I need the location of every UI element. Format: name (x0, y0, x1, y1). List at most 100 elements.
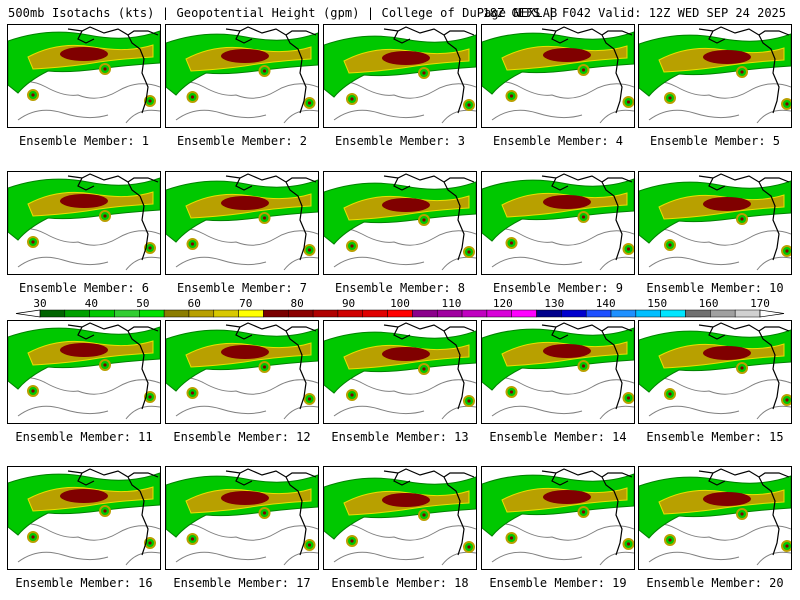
coastline (383, 322, 475, 410)
ensemble-panel (323, 320, 477, 424)
coastline (383, 173, 475, 261)
vortex-core (668, 243, 672, 247)
colorbar-segment (288, 309, 314, 318)
vortex-core (350, 393, 354, 397)
ensemble-panel (638, 466, 792, 570)
ensemble-member-label: Ensemble Member: 10 (646, 281, 784, 295)
vortex-core (785, 249, 789, 253)
jet-core-70kt (543, 195, 591, 209)
vortex-core (103, 214, 107, 218)
ensemble-panel (165, 24, 319, 128)
colorbar-segment (685, 309, 711, 318)
height-contours (166, 195, 318, 271)
colorbar-segment (461, 309, 488, 318)
ensemble-member-label: Ensemble Member: 16 (15, 576, 153, 590)
jet-stream-map (639, 322, 791, 420)
header: 500mb Isotachs (kts) | Geopotential Heig… (0, 6, 800, 22)
vortex-core (668, 392, 672, 396)
jet-core-70kt (60, 343, 108, 357)
colorbar-segment (39, 309, 66, 318)
vortex-core (467, 250, 471, 254)
height-contours (482, 490, 634, 566)
coastline (698, 173, 790, 261)
vortex-core (262, 365, 267, 369)
ensemble-member-label: Ensemble Member: 9 (492, 281, 624, 295)
ensemble-member-label: Ensemble Member: 18 (331, 576, 469, 590)
height-contours (639, 490, 791, 566)
vortex-core (148, 99, 152, 103)
vortex-core (190, 391, 195, 395)
jet-stream-map (482, 322, 634, 420)
colorbar-high-arrow (759, 309, 785, 318)
colorbar-segment (64, 309, 90, 318)
ensemble-member-label: Ensemble Member: 13 (331, 430, 469, 444)
ensemble-panel (7, 171, 161, 275)
colorbar-segment (213, 309, 239, 318)
coastline (225, 173, 317, 261)
colorbar-segment (585, 309, 612, 318)
header-valid-time: 18Z GEFS | F042 Valid: 12Z WED SEP 24 20… (482, 6, 786, 20)
jet-stream-map (324, 26, 476, 124)
vortex-core (509, 241, 514, 245)
ensemble-member-label: Ensemble Member: 12 (173, 430, 311, 444)
ensemble-member-label: Ensemble Member: 20 (646, 576, 784, 590)
vortex-core (785, 544, 789, 548)
jet-core-70kt (703, 346, 751, 360)
vortex-core (467, 399, 471, 403)
colorbar-segment (710, 309, 736, 318)
coastline (383, 26, 475, 114)
colorbar-tick-label: 130 (544, 297, 565, 310)
header-title: 500mb Isotachs (kts) | Geopotential Heig… (8, 6, 558, 20)
jet-core-70kt (543, 344, 591, 358)
ensemble-member-label: Ensemble Member: 3 (334, 134, 466, 148)
vortex-core (581, 68, 586, 72)
ensemble-panel (481, 24, 635, 128)
ensemble-member-label: Ensemble Member: 7 (176, 281, 308, 295)
vortex-core (31, 389, 35, 393)
colorbar-segment (536, 309, 562, 318)
colorbar-segment (238, 309, 264, 318)
coastline (383, 468, 475, 556)
jet-stream-map (639, 26, 791, 124)
vortex-core (509, 390, 514, 394)
vortex-core (626, 100, 631, 104)
colorbar-segment (511, 309, 537, 318)
coastline (698, 468, 790, 556)
jet-core-70kt (221, 49, 269, 63)
jet-stream-map (324, 173, 476, 271)
height-contours (639, 48, 791, 124)
coastline (67, 173, 159, 261)
jet-stream-map (166, 468, 318, 566)
vortex-core (262, 216, 267, 220)
height-contours (8, 490, 160, 566)
ensemble-panel (323, 171, 477, 275)
height-contours (8, 48, 160, 124)
vortex-core (350, 539, 354, 543)
vortex-core (785, 398, 789, 402)
colorbar-tick-label: 110 (441, 297, 462, 310)
height-contours (324, 490, 476, 566)
ensemble-member-label: Ensemble Member: 4 (492, 134, 624, 148)
colorbar-segment (610, 309, 637, 318)
vortex-core (740, 70, 744, 74)
vortex-core (148, 395, 152, 399)
jet-stream-map (166, 26, 318, 124)
jet-core-70kt (382, 493, 430, 507)
coastline (541, 322, 633, 410)
vortex-core (422, 71, 426, 75)
vortex-core (626, 247, 631, 251)
coastline (541, 468, 633, 556)
height-contours (482, 344, 634, 420)
vortex-core (350, 244, 354, 248)
vortex-core (103, 363, 107, 367)
jet-stream-map (8, 468, 160, 566)
vortex-core (509, 94, 514, 98)
colorbar-segment (139, 309, 165, 318)
colorbar-segment (387, 309, 413, 318)
vortex-core (422, 513, 426, 517)
jet-core-70kt (60, 194, 108, 208)
ensemble-panel (638, 171, 792, 275)
jet-stream-map (482, 468, 634, 566)
jet-stream-map (166, 322, 318, 420)
vortex-core (31, 93, 35, 97)
